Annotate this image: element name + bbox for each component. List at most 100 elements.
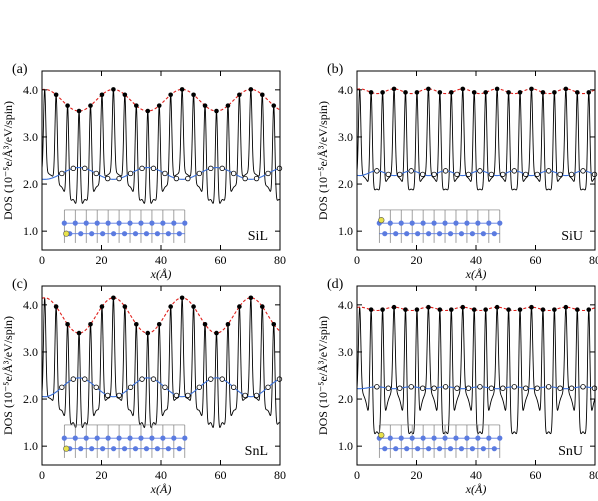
x-tick-label: 40: [470, 468, 482, 482]
valley-marker: [557, 171, 563, 178]
inset-atom: [116, 220, 122, 226]
inset-atom: [121, 231, 128, 237]
peak-marker: [506, 307, 511, 312]
peak-marker: [460, 304, 466, 310]
valley-marker: [580, 168, 586, 174]
inset-atom: [436, 231, 443, 237]
peak-marker: [156, 321, 162, 327]
y-axis-label: DOS (10⁻⁵e/Å³/eV/spin): [1, 101, 15, 220]
inset-atom: [132, 446, 139, 452]
valley-marker: [276, 376, 283, 382]
panel-label: (a): [12, 62, 28, 77]
peak-marker: [391, 86, 397, 92]
inset-atom: [72, 435, 78, 441]
peak-marker: [563, 86, 569, 92]
x-tick-label: 60: [215, 468, 227, 482]
valley-marker: [208, 376, 214, 382]
y-tick-label: 4.0: [338, 83, 353, 97]
peak-marker: [403, 90, 408, 95]
valley-marker: [374, 384, 380, 390]
inset-atom: [415, 231, 421, 237]
inset-atom: [83, 220, 89, 226]
valley-marker: [82, 376, 88, 382]
valley-marker: [500, 171, 506, 178]
inset-atom: [154, 231, 161, 237]
valley-marker: [523, 171, 529, 178]
peak-marker: [437, 307, 443, 312]
valley-marker: [59, 384, 65, 390]
inset-atom: [78, 446, 84, 452]
valley-marker: [477, 168, 483, 174]
inset-atom: [138, 435, 144, 441]
peak-marker: [529, 86, 534, 92]
peak-marker: [494, 86, 500, 92]
inset-atom: [100, 446, 106, 452]
valley-marker: [59, 170, 65, 177]
valley-marker: [568, 171, 575, 178]
inset-atom: [149, 220, 155, 226]
valley-marker: [580, 384, 586, 390]
valley-marker: [93, 170, 99, 177]
inset-atom: [127, 435, 133, 441]
inset-atom: [486, 220, 492, 226]
peak-marker: [449, 90, 454, 95]
inset-atom: [182, 220, 188, 226]
inset-atom: [171, 435, 177, 441]
inset-atom: [475, 435, 481, 441]
inset-atom: [420, 435, 426, 441]
inset-atom: [132, 231, 139, 237]
inset-atom: [415, 446, 421, 452]
inset-atom: [105, 220, 111, 226]
inset-atom: [480, 446, 486, 452]
peak-marker: [552, 307, 557, 312]
peak-marker: [271, 321, 277, 327]
inset-atom: [176, 231, 182, 237]
peak-marker: [202, 321, 208, 327]
valley-marker: [385, 385, 392, 391]
inset-atom: [105, 435, 111, 441]
x-tick-label: 0: [39, 468, 45, 482]
peak-marker: [586, 90, 592, 95]
peak-marker: [380, 90, 385, 95]
peak-marker: [449, 307, 454, 312]
lower-envelope-line: [41, 377, 281, 398]
peak-marker: [529, 304, 534, 310]
x-axis-label: x(Å): [465, 482, 487, 496]
lower-envelope-line: [356, 386, 596, 390]
peak-marker: [99, 304, 105, 309]
inset-atom: [143, 446, 150, 452]
valley-marker: [173, 175, 180, 182]
inset-atom: [409, 435, 415, 441]
inset-atom: [491, 231, 497, 237]
valley-marker: [242, 392, 248, 399]
inset-atom: [458, 231, 465, 237]
valley-marker: [82, 165, 88, 172]
valley-marker: [591, 171, 598, 178]
inset-atom: [382, 231, 388, 237]
peak-marker: [563, 304, 569, 310]
y-tick-label: 2.0: [23, 392, 38, 406]
inset-atom: [442, 220, 448, 226]
valley-marker: [150, 165, 157, 172]
panel-label: (c): [12, 277, 28, 292]
inset-atom: [458, 446, 465, 452]
structure-inset: [61, 424, 188, 458]
x-tick-label: 20: [411, 468, 423, 482]
peak-marker: [179, 87, 185, 92]
inset-atom: [480, 231, 486, 237]
valley-marker: [511, 168, 518, 174]
inset-atom: [491, 446, 497, 452]
peak-marker: [259, 92, 265, 98]
inset-atom: [165, 231, 171, 237]
chart-panel-2: 0 20 40 60 80 1.0 2.0 3.0 4.0 x(Å) DOS (10⁻⁵e/Å³/e…: [316, 62, 598, 281]
valley-marker: [488, 171, 495, 178]
system-label: SnU: [558, 444, 583, 459]
y-tick-label: 2.0: [338, 177, 353, 191]
peak-marker: [214, 108, 219, 114]
peak-marker: [214, 330, 219, 336]
valley-marker: [173, 392, 180, 399]
inset-atom: [431, 435, 437, 441]
valley-marker: [431, 171, 437, 178]
peak-marker: [437, 90, 443, 95]
peak-marker: [76, 330, 82, 336]
